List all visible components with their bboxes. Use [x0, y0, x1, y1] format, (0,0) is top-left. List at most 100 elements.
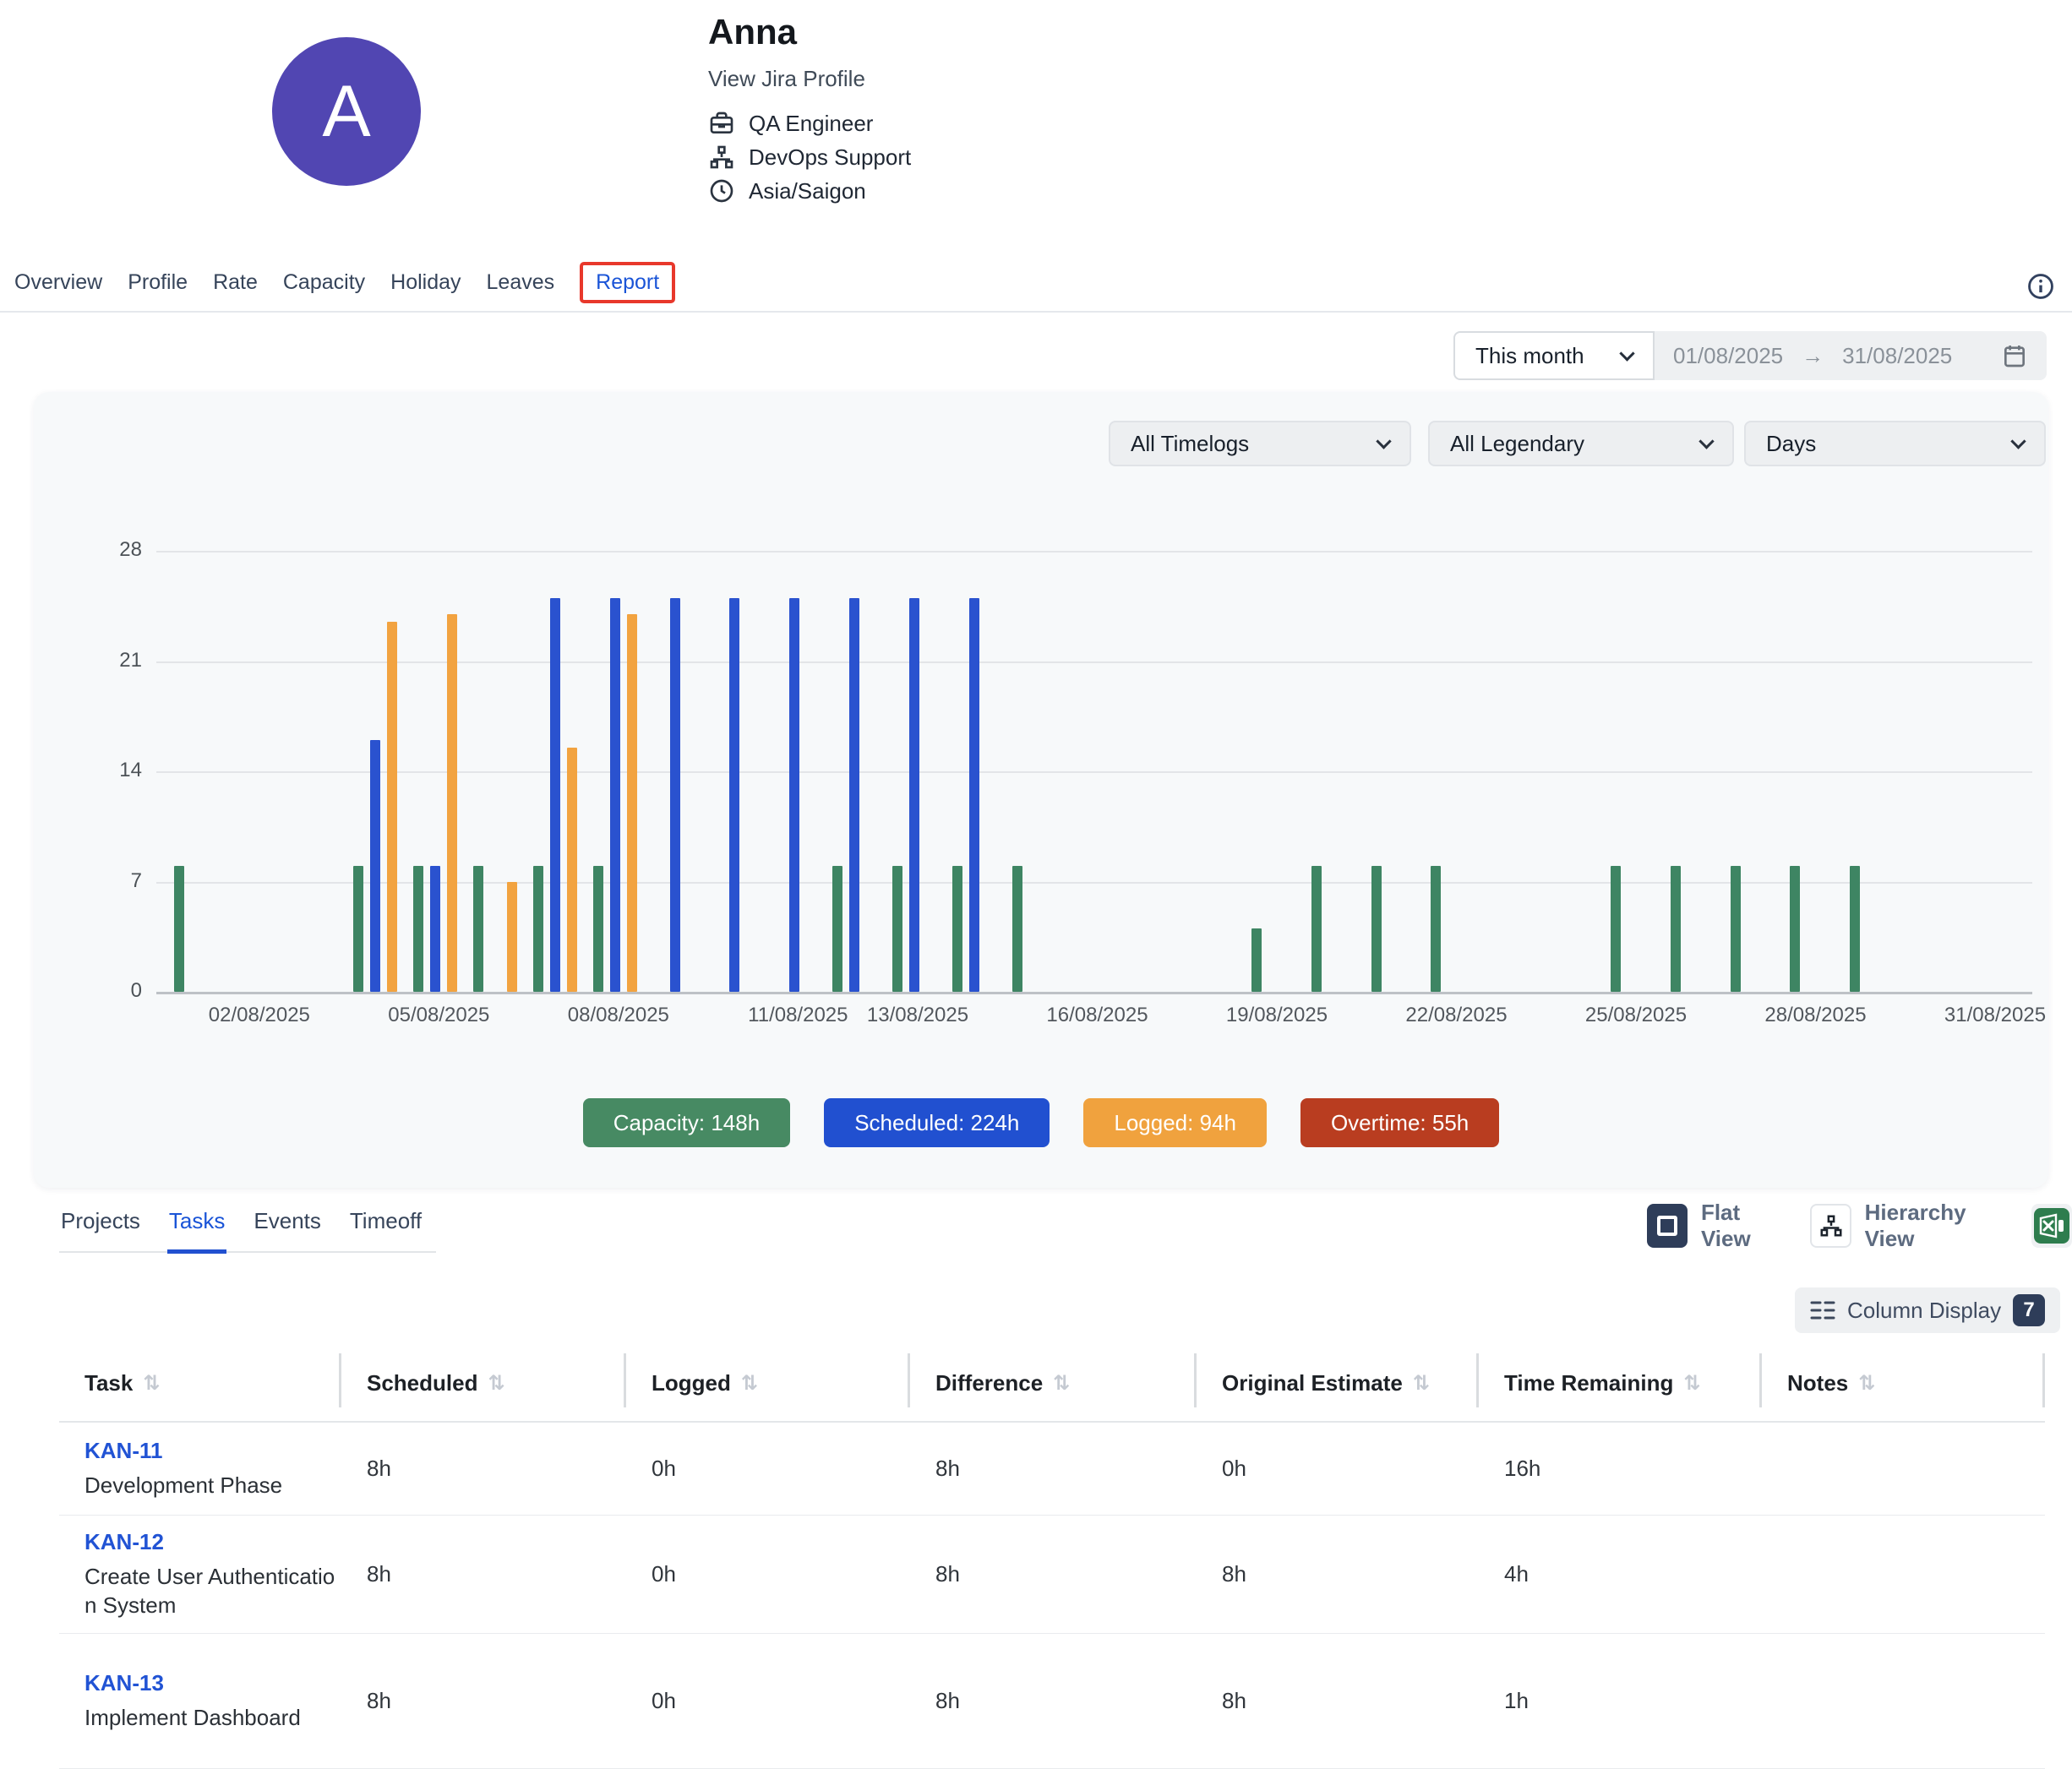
gridline	[156, 551, 2032, 552]
view-jira-profile-link[interactable]: View Jira Profile	[708, 66, 865, 91]
difference-cell: 8h	[935, 1456, 960, 1481]
original-estimate-cell: 0h	[1222, 1456, 1246, 1481]
scheduled-bar-day-4	[370, 739, 381, 992]
scheduled-bar-day-14	[968, 597, 979, 992]
column-label: Task	[85, 1370, 134, 1396]
scheduled-bar-day-11	[789, 597, 800, 992]
x-tick-label: 31/08/2025	[1944, 1004, 2047, 1026]
column-label: Scheduled	[367, 1370, 478, 1396]
sort-icon[interactable]: ⇅	[488, 1371, 505, 1395]
sort-icon[interactable]: ⇅	[1858, 1371, 1876, 1395]
timelogs-filter-select[interactable]: All Timelogs	[1109, 421, 1411, 466]
x-tick-label: 02/08/2025	[208, 1004, 310, 1026]
table-row-kan-13: KAN-13 Implement Dashboard 8h 0h 8h 8h 1h	[59, 1634, 2045, 1769]
hierarchy-view-label: Hierarchy View	[1864, 1200, 1966, 1251]
period-preset-select[interactable]: This month	[1453, 331, 1655, 380]
granularity-filter-select[interactable]: Days	[1744, 421, 2046, 466]
task-cell: KAN-12 Create User Authentication System	[59, 1529, 341, 1619]
task-key-link[interactable]: KAN-13	[85, 1670, 164, 1696]
sort-icon[interactable]: ⇅	[1412, 1371, 1430, 1395]
sort-icon[interactable]: ⇅	[1053, 1371, 1071, 1395]
role-row: QA Engineer	[708, 106, 911, 140]
capacity-bar-day-25	[1610, 865, 1621, 992]
columns-icon	[1810, 1299, 1835, 1321]
tab-tasks[interactable]: Tasks	[166, 1208, 227, 1254]
capacity-bar-day-5	[413, 865, 424, 992]
chart-legend: Capacity: 148h Scheduled: 224h Logged: 94h…	[34, 1098, 2048, 1147]
table-header-row: Task ⇅ Scheduled ⇅ Logged ⇅ Difference ⇅ Origina…	[59, 1348, 2045, 1423]
nav-item-holiday[interactable]: Holiday	[390, 269, 461, 294]
avatar-letter: A	[322, 70, 371, 152]
task-title: Implement Dashboard	[85, 1705, 301, 1730]
column-display-label: Column Display	[1847, 1297, 2002, 1323]
difference-cell: 8h	[935, 1561, 960, 1587]
task-title: Development Phase	[85, 1472, 283, 1498]
period-preset-value: This month	[1475, 342, 1584, 368]
clock-icon	[708, 177, 735, 204]
logged-bar-day-8	[626, 613, 637, 992]
calendar-icon[interactable]	[2001, 342, 2028, 369]
capacity-bar-day-12	[832, 865, 843, 992]
time-remaining-cell: 16h	[1504, 1456, 1541, 1481]
gridline	[156, 881, 2032, 884]
tab-timeoff[interactable]: Timeoff	[349, 1208, 423, 1233]
granularity-filter-value: Days	[1766, 430, 1817, 456]
column-display-button[interactable]: Column Display 7	[1795, 1287, 2061, 1333]
start-date-value[interactable]: 01/08/2025	[1673, 342, 1784, 368]
legend-scheduled-button[interactable]: Scheduled: 224h	[824, 1098, 1050, 1147]
tab-projects[interactable]: Projects	[61, 1208, 140, 1233]
x-tick-label: 22/08/2025	[1405, 1004, 1508, 1026]
capacity-bar-day-20	[1311, 865, 1322, 992]
capacity-bar-day-19	[1251, 928, 1262, 992]
chevron-down-icon	[1619, 345, 1635, 362]
y-tick-label: 7	[130, 868, 142, 892]
view-controls: Flat View Hierarchy View	[1647, 1200, 2072, 1252]
nav-item-leaves[interactable]: Leaves	[486, 269, 555, 294]
report-chart-card: All Timelogs All Legendary Days 0 7 14 21 28…	[34, 392, 2048, 1188]
x-axis-line	[156, 992, 2032, 994]
capacity-bar-day-21	[1371, 865, 1382, 992]
role-label: QA Engineer	[749, 110, 874, 136]
nav-item-profile[interactable]: Profile	[128, 269, 188, 294]
legendary-filter-select[interactable]: All Legendary	[1428, 421, 1734, 466]
time-remaining-cell: 1h	[1504, 1688, 1529, 1713]
chevron-down-icon	[1698, 433, 1715, 449]
end-date-value[interactable]: 31/08/2025	[1842, 342, 1953, 368]
avatar: A	[272, 37, 421, 186]
legend-logged-button[interactable]: Logged: 94h	[1083, 1098, 1267, 1147]
capacity-bar-day-6	[473, 865, 484, 992]
capacity-bar-day-26	[1670, 865, 1681, 992]
legend-capacity-button[interactable]: Capacity: 148h	[582, 1098, 791, 1147]
capacity-bar-day-27	[1730, 865, 1741, 992]
logged-bar-day-6	[507, 881, 518, 992]
nav-item-report[interactable]: Report	[596, 269, 660, 294]
nav-item-overview[interactable]: Overview	[14, 269, 103, 294]
column-header-scheduled: Scheduled ⇅	[341, 1348, 626, 1421]
nav-item-capacity[interactable]: Capacity	[282, 269, 366, 294]
sort-icon[interactable]: ⇅	[740, 1371, 758, 1395]
team-label: DevOps Support	[749, 144, 912, 170]
column-label: Time Remaining	[1504, 1370, 1674, 1396]
info-icon[interactable]	[2026, 272, 2055, 301]
sort-icon[interactable]: ⇅	[143, 1371, 161, 1395]
task-key-link[interactable]: KAN-11	[85, 1438, 163, 1463]
export-excel-button[interactable]	[2031, 1204, 2072, 1248]
x-tick-label: 19/08/2025	[1225, 1004, 1328, 1026]
hierarchy-view-button[interactable]	[1810, 1204, 1851, 1248]
scheduled-bar-day-13	[908, 597, 919, 992]
detail-tabs: Projects Tasks Events Timeoff	[59, 1208, 436, 1254]
team-row: DevOps Support	[708, 140, 911, 174]
gridline	[156, 661, 2032, 663]
tab-events[interactable]: Events	[254, 1208, 321, 1233]
sort-icon[interactable]: ⇅	[1683, 1371, 1701, 1395]
x-tick-label: 16/08/2025	[1046, 1004, 1148, 1026]
nav-item-rate[interactable]: Rate	[213, 269, 258, 294]
x-tick-label: 13/08/2025	[866, 1004, 969, 1026]
legend-overtime-button[interactable]: Overtime: 55h	[1300, 1098, 1500, 1147]
x-tick-label: 08/08/2025	[567, 1004, 669, 1026]
date-range-input[interactable]: 01/08/2025 → 31/08/2025	[1655, 331, 2047, 380]
logged-bar-day-4	[387, 621, 398, 992]
task-key-link[interactable]: KAN-12	[85, 1529, 164, 1554]
flat-view-button[interactable]	[1647, 1204, 1688, 1248]
capacity-bar-day-4	[353, 865, 364, 992]
